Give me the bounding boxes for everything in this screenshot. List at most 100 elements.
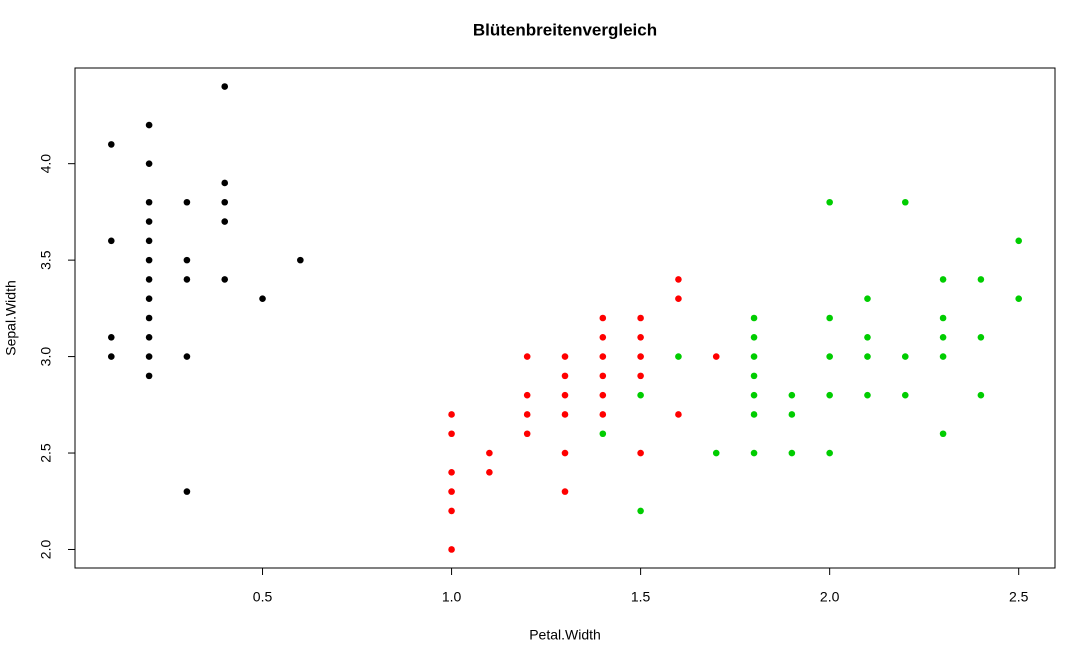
- point: [561, 391, 569, 399]
- point: [864, 295, 871, 303]
- plot-frame: [74, 67, 1056, 569]
- point: [183, 276, 191, 283]
- point: [826, 198, 833, 206]
- point: [750, 411, 758, 418]
- point: [259, 295, 266, 303]
- point: [448, 430, 455, 438]
- point: [486, 469, 493, 476]
- point: [637, 314, 644, 322]
- point: [561, 411, 569, 418]
- y-tick-label: 2.0: [38, 540, 54, 560]
- point: [486, 449, 493, 457]
- point: [977, 333, 985, 341]
- point: [826, 353, 833, 360]
- point: [561, 353, 569, 360]
- x-tick-label: 2.5: [1009, 589, 1029, 605]
- point: [826, 449, 833, 457]
- point: [864, 333, 871, 341]
- chart-title: Blütenbreitenvergleich: [473, 20, 657, 39]
- point: [599, 411, 607, 418]
- point: [599, 353, 607, 360]
- point: [599, 430, 607, 438]
- point: [599, 333, 607, 341]
- point: [750, 333, 758, 341]
- point: [750, 449, 758, 457]
- point: [183, 488, 191, 495]
- point: [637, 449, 644, 457]
- y-tick-label: 3.0: [38, 347, 54, 367]
- point: [221, 198, 229, 206]
- point: [107, 333, 115, 341]
- point: [145, 198, 153, 206]
- point: [864, 353, 871, 360]
- point: [939, 333, 947, 341]
- point: [448, 411, 455, 418]
- point: [107, 237, 115, 245]
- point: [637, 353, 644, 360]
- point: [788, 391, 796, 399]
- point: [750, 391, 758, 399]
- point: [599, 391, 607, 399]
- point: [145, 314, 153, 322]
- point: [448, 488, 455, 495]
- point: [637, 372, 644, 380]
- point: [977, 391, 985, 399]
- point: [750, 372, 758, 380]
- point: [788, 411, 796, 418]
- point: [675, 295, 682, 303]
- point: [712, 449, 720, 457]
- point: [637, 391, 644, 399]
- point: [107, 353, 115, 360]
- point: [901, 198, 909, 206]
- point: [145, 333, 153, 341]
- point: [939, 430, 947, 438]
- point: [221, 179, 229, 187]
- point: [675, 276, 682, 283]
- point: [561, 372, 569, 380]
- point: [221, 83, 229, 90]
- point: [183, 198, 191, 206]
- point: [145, 256, 153, 264]
- point: [145, 121, 153, 129]
- point: [939, 353, 947, 360]
- point: [939, 314, 947, 322]
- point: [637, 333, 644, 341]
- x-tick-label: 0.5: [253, 589, 273, 605]
- point: [448, 507, 455, 515]
- point: [712, 353, 720, 360]
- point: [221, 276, 229, 283]
- point: [826, 391, 833, 399]
- point: [599, 314, 607, 322]
- point: [637, 507, 644, 515]
- x-tick-label: 2.0: [820, 589, 840, 605]
- point: [523, 411, 531, 418]
- y-axis-label: Sepal.Width: [3, 280, 19, 355]
- point: [448, 469, 455, 476]
- point: [221, 218, 229, 225]
- point: [145, 295, 153, 303]
- y-tick-label: 2.5: [38, 443, 54, 463]
- point: [864, 391, 871, 399]
- point: [523, 353, 531, 360]
- point: [1015, 237, 1023, 245]
- point: [145, 237, 153, 245]
- point: [826, 314, 833, 322]
- point: [675, 353, 682, 360]
- point: [107, 141, 115, 148]
- point: [145, 218, 153, 225]
- point: [183, 353, 191, 360]
- point: [561, 488, 569, 495]
- point: [297, 256, 304, 264]
- point: [523, 391, 531, 399]
- point: [448, 546, 455, 553]
- point: [939, 276, 947, 283]
- x-tick-label: 1.0: [442, 589, 462, 605]
- point: [523, 430, 531, 438]
- point: [750, 314, 758, 322]
- point: [977, 276, 985, 283]
- point: [901, 391, 909, 399]
- point: [675, 411, 682, 418]
- point: [183, 256, 191, 264]
